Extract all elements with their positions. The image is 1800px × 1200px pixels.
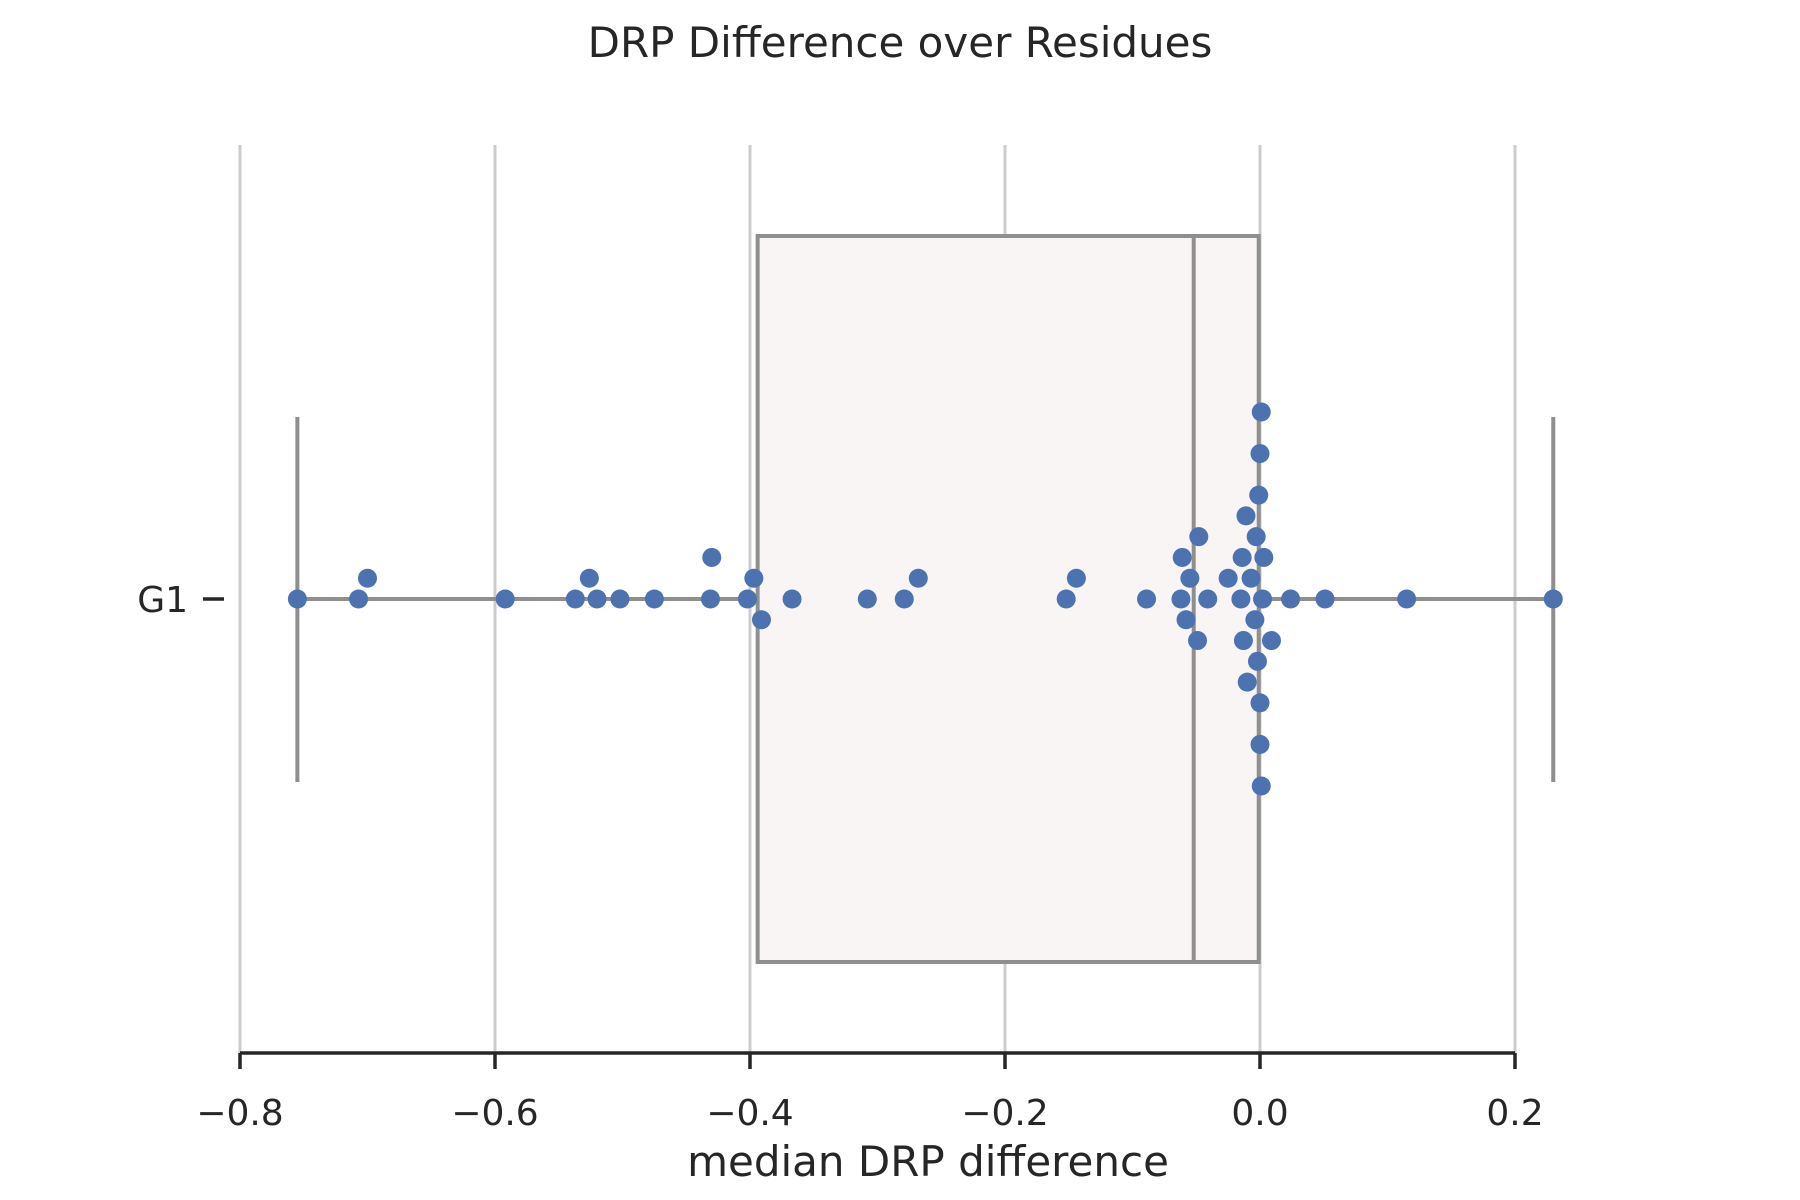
data-point <box>1249 485 1269 505</box>
data-point <box>1189 527 1209 547</box>
y-tick-label: G1 <box>137 580 188 621</box>
data-point <box>1397 589 1417 609</box>
data-point <box>1233 631 1253 651</box>
x-tick-label: 0.0 <box>1231 1093 1288 1134</box>
data-point <box>565 589 585 609</box>
data-point <box>1246 527 1266 547</box>
data-point <box>1198 589 1218 609</box>
x-tick-label: −0.6 <box>451 1093 538 1134</box>
data-point <box>857 589 877 609</box>
data-point <box>287 589 307 609</box>
data-point <box>1253 589 1273 609</box>
x-axis-label: median DRP difference <box>687 1137 1169 1186</box>
data-point <box>1176 610 1196 630</box>
data-point <box>782 589 802 609</box>
data-point <box>358 568 377 588</box>
x-axis: −0.8 −0.6 −0.4 −0.2 0.0 0.2 <box>196 1051 1544 1134</box>
data-point <box>1315 589 1335 609</box>
data-point <box>894 589 914 609</box>
data-point <box>1251 402 1271 422</box>
data-point <box>1250 734 1270 754</box>
data-point <box>644 589 664 609</box>
data-point <box>1232 547 1252 567</box>
data-point <box>1236 506 1256 526</box>
data-point <box>1066 568 1086 588</box>
x-tick-label: −0.8 <box>196 1093 283 1134</box>
data-point <box>495 589 515 609</box>
x-tick-label: −0.2 <box>961 1093 1048 1134</box>
data-point <box>1245 610 1265 630</box>
data-point <box>744 568 764 588</box>
swarm-points <box>287 402 1563 796</box>
data-point <box>1250 693 1270 713</box>
chart-title: DRP Difference over Residues <box>588 18 1213 67</box>
data-point <box>1231 589 1251 609</box>
data-point <box>1188 631 1208 651</box>
data-point <box>1254 547 1274 567</box>
data-point <box>1261 631 1281 651</box>
data-point <box>1241 568 1261 588</box>
data-point <box>610 589 630 609</box>
data-point <box>1247 651 1267 671</box>
data-point <box>1056 589 1076 609</box>
x-tick-label: 0.2 <box>1486 1093 1543 1134</box>
x-tick-label: −0.4 <box>706 1093 793 1134</box>
data-point <box>1171 589 1191 609</box>
data-point <box>1281 589 1301 609</box>
data-point <box>1218 568 1238 588</box>
box-plot <box>295 234 1556 964</box>
data-point <box>1172 547 1192 567</box>
data-point <box>1180 568 1200 588</box>
y-axis: G1 <box>137 580 224 621</box>
data-point <box>349 589 369 609</box>
data-point <box>751 610 771 630</box>
data-point <box>908 568 928 588</box>
data-point <box>1250 444 1270 464</box>
data-point <box>1543 589 1563 609</box>
data-point <box>737 589 757 609</box>
data-point <box>587 589 607 609</box>
data-point <box>1137 589 1157 609</box>
data-point <box>1251 776 1271 796</box>
data-point <box>700 589 720 609</box>
data-point <box>579 568 599 588</box>
data-point <box>1237 672 1257 692</box>
data-point <box>702 547 722 567</box>
